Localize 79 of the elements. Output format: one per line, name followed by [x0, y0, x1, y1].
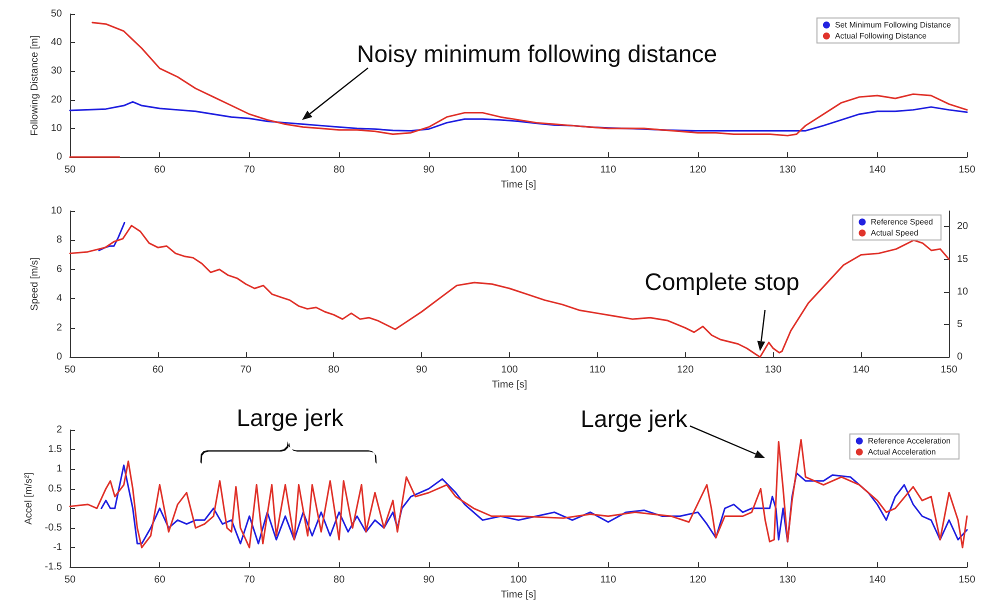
- y-tick-label: -1: [53, 542, 62, 554]
- line-series: [98, 222, 126, 252]
- y-axis-title: Speed [m/s]: [29, 257, 40, 311]
- x-tick-label: 110: [589, 364, 606, 376]
- legend-label: Actual Acceleration: [868, 448, 936, 456]
- x-tick-label: 90: [423, 164, 435, 176]
- y-axis-title: Following Distance [m]: [29, 35, 40, 136]
- x-tick-label: 110: [600, 574, 617, 586]
- x-axis-title: Time [s]: [492, 380, 528, 390]
- line-series: [69, 101, 968, 132]
- x-tick-label: 90: [423, 574, 435, 586]
- x-tick-label: 60: [154, 574, 166, 586]
- x-tick-label: 70: [240, 364, 252, 376]
- x-tick-label: 130: [764, 364, 782, 376]
- annotation: Complete stop: [644, 269, 800, 297]
- y-tick-label: 20: [50, 94, 62, 106]
- x-tick-label: 100: [510, 574, 528, 586]
- annotation: Large jerk: [580, 406, 688, 434]
- x-tick-label: 140: [852, 364, 870, 376]
- x-tick-label: 80: [334, 574, 346, 586]
- y2-tick-label: 5: [957, 318, 963, 330]
- x-tick-label: 120: [676, 364, 694, 376]
- y-tick-label: 0.5: [48, 483, 62, 494]
- x-tick-label: 80: [334, 164, 346, 176]
- y-tick-label: 6: [56, 264, 62, 275]
- legend-label: Actual Speed: [870, 228, 918, 238]
- x-tick-label: 50: [64, 164, 76, 176]
- x-tick-label: 130: [779, 164, 796, 176]
- x-tick-label: 80: [328, 364, 340, 376]
- y-tick-label: -0.5: [44, 522, 62, 534]
- y-tick-label: 50: [50, 8, 62, 20]
- x-tick-label: 110: [600, 164, 617, 176]
- y-tick-label: 8: [56, 234, 62, 246]
- x-tick-label: 140: [868, 574, 886, 586]
- y-tick-label: 40: [50, 37, 62, 48]
- annotation: Large jerk: [236, 405, 344, 433]
- legend-label: Actual Following Distance: [834, 32, 928, 40]
- y2-tick-label: 0: [957, 352, 963, 363]
- y-tick-label: 10: [50, 206, 62, 216]
- x-tick-label: 100: [510, 164, 528, 176]
- line-series: [100, 464, 968, 544]
- legend-label: Reference Speed: [870, 218, 933, 226]
- y2-tick-label: 10: [957, 286, 969, 298]
- x-tick-label: 100: [501, 364, 518, 376]
- x-tick-label: 70: [244, 164, 256, 176]
- y-tick-label: 0: [56, 352, 62, 363]
- x-tick-label: 150: [958, 164, 976, 176]
- x-tick-label: 50: [64, 364, 76, 376]
- y-tick-label: 10: [50, 122, 62, 134]
- legend-label: Set Minimum Following Distance: [834, 20, 952, 30]
- y-tick-label: 1: [56, 464, 62, 475]
- y-tick-label: 2: [56, 424, 62, 436]
- x-tick-label: 60: [152, 364, 164, 376]
- y-tick-label: 0: [56, 502, 62, 514]
- annotation: Noisy minimum following distance: [356, 41, 718, 69]
- y-tick-label: 1.5: [48, 444, 62, 456]
- legend-label: Reference Acceleration: [868, 436, 951, 446]
- x-tick-label: 60: [154, 164, 166, 176]
- y-tick-label: 2: [56, 322, 62, 334]
- x-axis-title: Time [s]: [500, 180, 536, 190]
- x-tick-label: 150: [958, 574, 976, 586]
- x-tick-label: 130: [779, 574, 796, 586]
- line-series: [69, 438, 968, 548]
- line-series: [92, 22, 968, 136]
- y-tick-label: 0: [56, 152, 62, 163]
- x-tick-label: 140: [868, 164, 886, 176]
- y-axis-title: Accel [m/s²]: [23, 472, 34, 525]
- x-tick-label: 90: [416, 364, 428, 376]
- x-axis-title: Time [s]: [500, 590, 536, 600]
- y-tick-label: 4: [56, 293, 62, 304]
- x-tick-label: 150: [940, 364, 958, 376]
- y2-tick-label: 20: [957, 221, 969, 232]
- x-tick-label: 120: [690, 164, 707, 176]
- x-tick-label: 50: [64, 574, 76, 586]
- x-tick-label: 120: [690, 574, 707, 586]
- y2-tick-label: 15: [957, 254, 969, 265]
- y-tick-label: 30: [50, 66, 62, 77]
- y-tick-label: -1.5: [44, 562, 62, 573]
- x-tick-label: 70: [244, 574, 256, 586]
